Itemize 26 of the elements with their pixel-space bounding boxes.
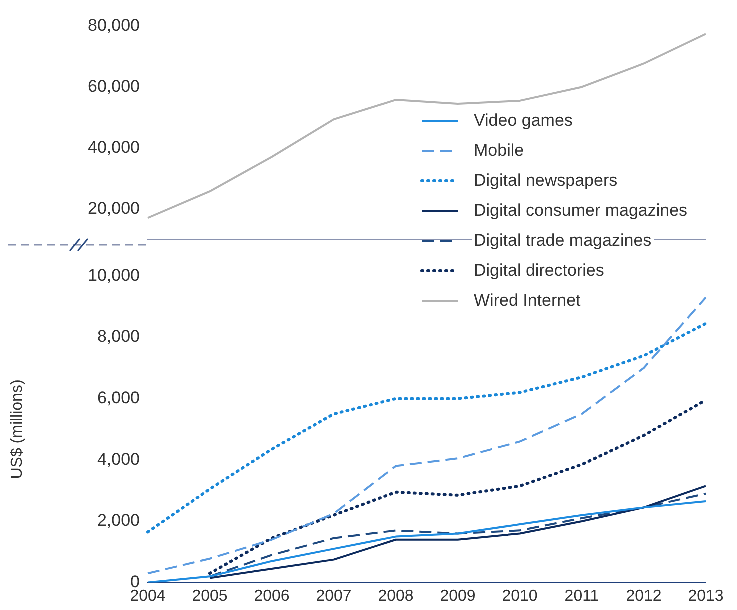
legend-label: Mobile [472,141,526,161]
y-tick-label: 2,000 [97,511,140,530]
y-axis-title: US$ (millions) [9,380,26,480]
legend-label: Digital trade magazines [472,231,654,251]
x-tick-label: 2011 [564,588,600,605]
y-tick-label: 8,000 [97,327,140,346]
x-tick-label: 2008 [378,588,414,605]
x-tick-label: 2007 [316,588,352,605]
y-tick-label: 80,000 [88,16,140,35]
legend-label: Digital directories [472,261,606,281]
legend-label: Wired Internet [472,291,583,311]
y-tick-label: 4,000 [97,450,140,469]
y-tick-label: 10,000 [88,266,140,285]
y-tick-label: 6,000 [97,388,140,408]
y-tick-label: 60,000 [88,76,140,96]
legend-label: Video games [472,111,575,131]
legend-label: Digital consumer magazines [472,201,690,221]
x-tick-label: 2010 [502,588,538,605]
y-tick-label: 20,000 [88,198,140,218]
legend-label: Digital newspapers [472,171,620,191]
x-tick-label: 2005 [192,588,228,605]
y-tick-label: 40,000 [88,138,140,157]
x-tick-label: 2012 [626,588,662,605]
x-tick-label: 2009 [440,588,476,605]
x-tick-label: 2006 [254,588,290,605]
x-tick-label: 2013 [688,588,724,605]
